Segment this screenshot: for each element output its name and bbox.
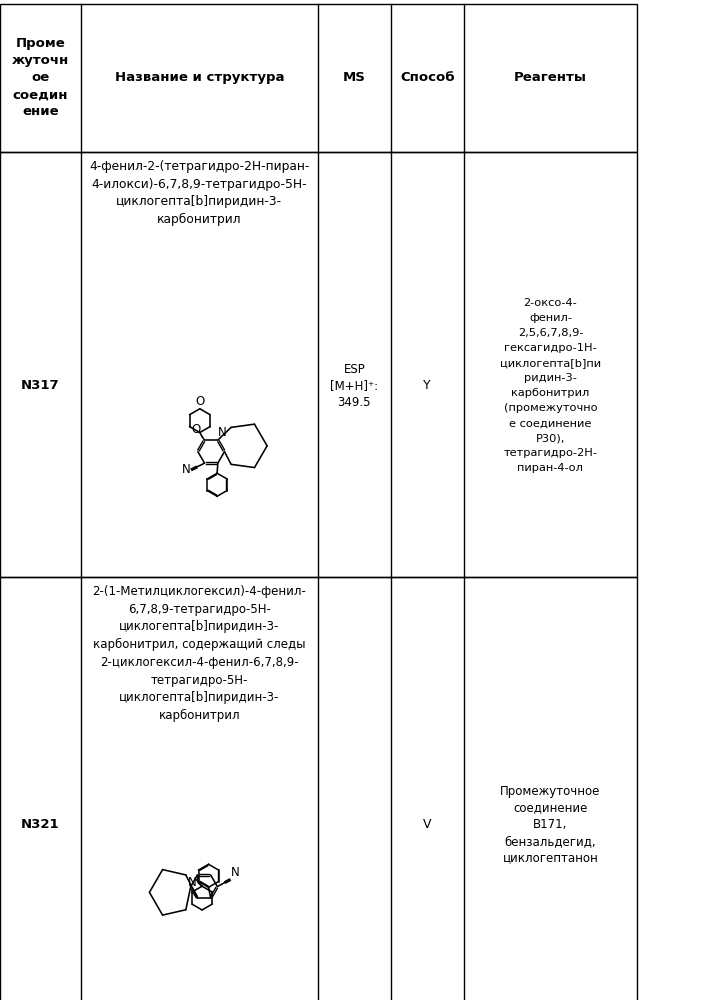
Text: ESP: ESP bbox=[343, 363, 365, 376]
Text: тетрагидро-5Н-: тетрагидро-5Н- bbox=[151, 674, 248, 687]
Text: Название и структура: Название и структура bbox=[115, 71, 284, 84]
Text: циклогепта[b]пиридин-3-: циклогепта[b]пиридин-3- bbox=[119, 620, 280, 633]
Text: В171,: В171, bbox=[533, 818, 568, 831]
Text: ридин-3-: ридин-3- bbox=[524, 373, 577, 383]
Text: N321: N321 bbox=[21, 818, 59, 831]
Text: е соединение: е соединение bbox=[509, 418, 592, 428]
Text: [M+H]⁺:: [M+H]⁺: bbox=[331, 379, 378, 392]
Text: 2-оксо-4-: 2-оксо-4- bbox=[524, 298, 577, 308]
Text: N: N bbox=[182, 463, 191, 476]
Bar bbox=[0, 4, 637, 152]
Text: карбонитрил: карбонитрил bbox=[511, 388, 590, 398]
Text: циклогепта[b]пи: циклогепта[b]пи bbox=[500, 358, 601, 368]
Text: соединение: соединение bbox=[513, 801, 588, 814]
Text: (промежуточно: (промежуточно bbox=[503, 403, 598, 413]
Text: бензальдегид,: бензальдегид, bbox=[505, 835, 596, 848]
Text: N317: N317 bbox=[21, 379, 59, 392]
Bar bbox=[0, 577, 637, 1000]
Text: N: N bbox=[218, 426, 227, 439]
Text: 6,7,8,9-тетрагидро-5Н-: 6,7,8,9-тетрагидро-5Н- bbox=[128, 603, 270, 616]
Text: карбонитрил: карбонитрил bbox=[157, 213, 241, 226]
Text: Проме
жуточн
ое
соедин
ение: Проме жуточн ое соедин ение bbox=[12, 37, 69, 118]
Text: 2-(1-Метилциклогексил)-4-фенил-: 2-(1-Метилциклогексил)-4-фенил- bbox=[92, 585, 307, 598]
Text: Реагенты: Реагенты bbox=[514, 71, 587, 84]
Text: 349.5: 349.5 bbox=[338, 396, 371, 409]
Text: Способ: Способ bbox=[400, 71, 455, 84]
Text: Y: Y bbox=[423, 379, 431, 392]
Text: O: O bbox=[191, 423, 200, 436]
Text: MS: MS bbox=[343, 71, 366, 84]
Text: циклогепта[b]пиридин-3-: циклогепта[b]пиридин-3- bbox=[116, 195, 282, 208]
Text: 4-фенил-2-(тетрагидро-2Н-пиран-: 4-фенил-2-(тетрагидро-2Н-пиран- bbox=[89, 160, 309, 173]
Bar bbox=[0, 152, 637, 577]
Text: N: N bbox=[231, 866, 239, 879]
Text: 2,5,6,7,8,9-: 2,5,6,7,8,9- bbox=[518, 328, 583, 338]
Text: тетрагидро-2Н-: тетрагидро-2Н- bbox=[503, 448, 598, 458]
Text: циклогепта[b]пиридин-3-: циклогепта[b]пиридин-3- bbox=[119, 691, 280, 704]
Text: карбонитрил, содержащий следы: карбонитрил, содержащий следы bbox=[93, 638, 306, 651]
Text: V: V bbox=[423, 818, 432, 831]
Text: циклогептанон: циклогептанон bbox=[503, 852, 598, 865]
Text: фенил-: фенил- bbox=[529, 313, 572, 323]
Text: Промежуточное: Промежуточное bbox=[501, 785, 600, 798]
Text: O: O bbox=[195, 395, 205, 408]
Text: пиран-4-ол: пиран-4-ол bbox=[518, 463, 583, 473]
Text: 4-илокси)-6,7,8,9-тетрагидро-5Н-: 4-илокси)-6,7,8,9-тетрагидро-5Н- bbox=[91, 178, 307, 191]
Text: Р30),: Р30), bbox=[536, 433, 565, 443]
Text: 2-циклогексил-4-фенил-6,7,8,9-: 2-циклогексил-4-фенил-6,7,8,9- bbox=[100, 656, 299, 669]
Text: гексагидро-1Н-: гексагидро-1Н- bbox=[504, 343, 597, 353]
Text: N: N bbox=[188, 876, 196, 889]
Text: карбонитрил: карбонитрил bbox=[159, 709, 240, 722]
